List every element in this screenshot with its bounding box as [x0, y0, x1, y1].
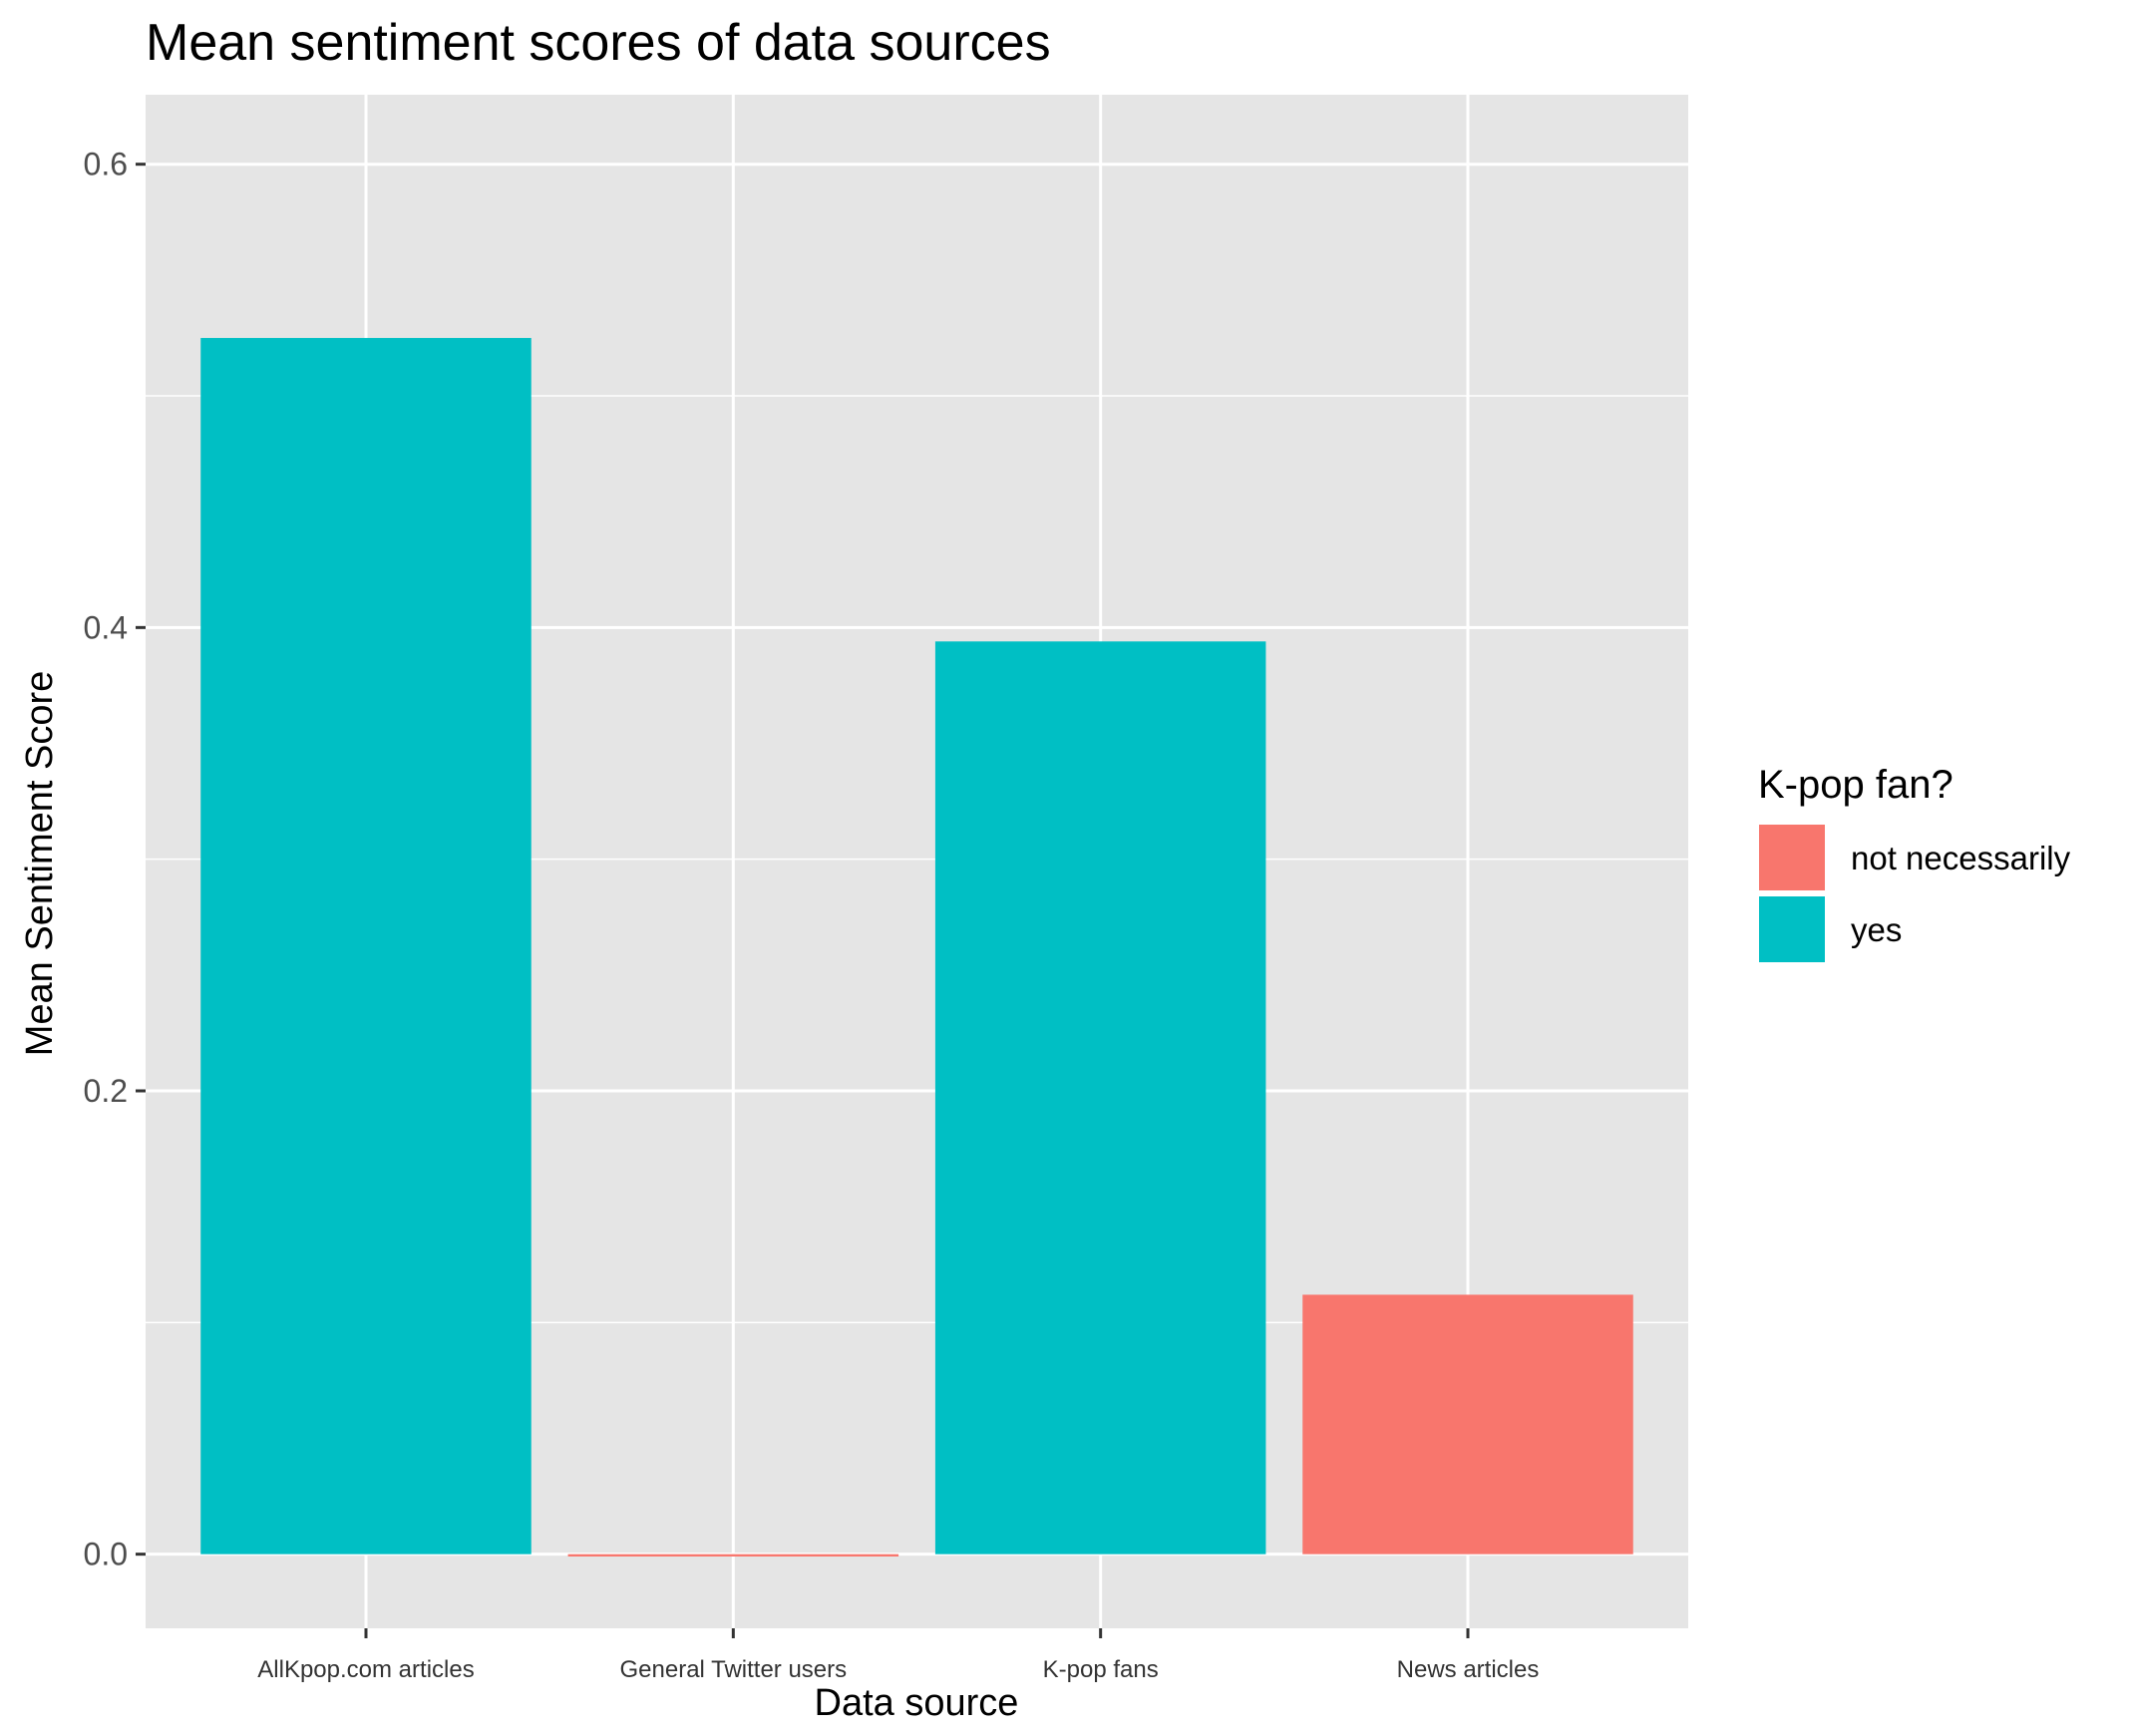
bar-k-pop-fans [934, 641, 1266, 1555]
x-tick-label: K-pop fans [1043, 1656, 1159, 1683]
x-tick-label: General Twitter users [620, 1656, 848, 1683]
y-tick-label: 0.0 [84, 1537, 128, 1572]
bar-allkpop-com-articles [200, 337, 532, 1555]
legend-key [1757, 823, 1827, 892]
bar-news-articles [1302, 1294, 1633, 1555]
x-tick-label: AllKpop.com articles [257, 1656, 474, 1683]
y-tick-label: 0.6 [84, 147, 128, 182]
legend-label: yes [1851, 911, 1902, 948]
legend-key [1757, 894, 1827, 964]
x-tick-label: News articles [1397, 1656, 1540, 1683]
plot-panel: 0.0 0.2 0.4 0.6 AllKpop.com articles General … [84, 95, 1688, 1683]
legend-title: K-pop fan? [1758, 763, 1953, 807]
chart-title: Mean sentiment scores of data sources [146, 14, 1051, 72]
y-tick-label: 0.4 [84, 609, 128, 645]
y-tick-label: 0.2 [84, 1073, 128, 1109]
legend-label: not necessarily [1851, 840, 2071, 876]
legend: K-pop fan? not necessarily yes [1757, 763, 2071, 964]
x-axis-title: Data source [815, 1682, 1019, 1724]
y-axis-title: Mean Sentiment Score [19, 671, 61, 1057]
bar-general-twitter-users [567, 1554, 899, 1557]
